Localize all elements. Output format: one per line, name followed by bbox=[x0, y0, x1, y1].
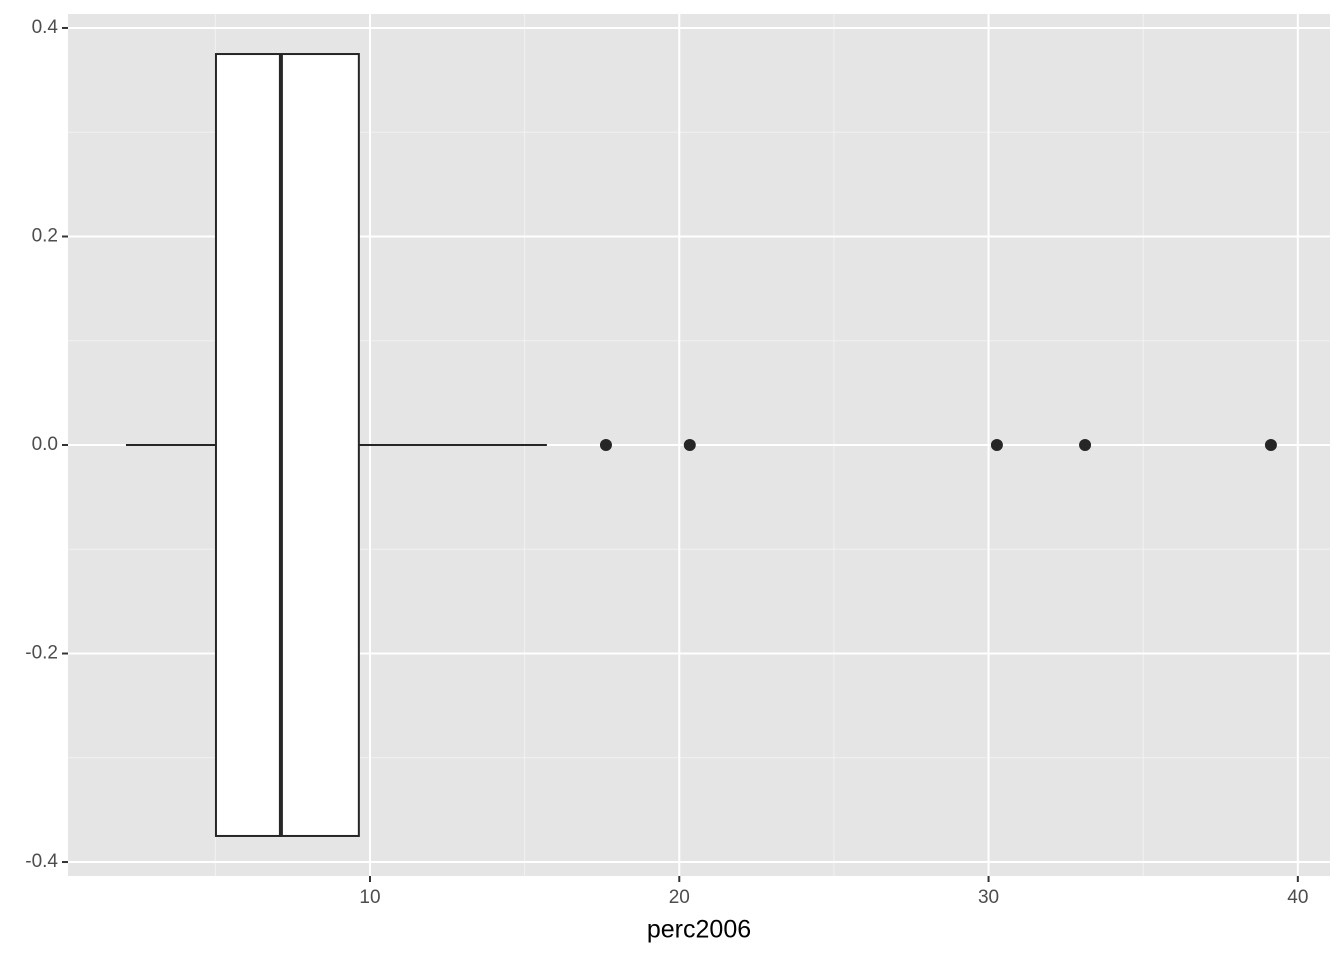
x-tick-label: 40 bbox=[1287, 887, 1308, 908]
y-tick-label: -0.2 bbox=[25, 643, 58, 664]
y-tick-label: -0.4 bbox=[25, 851, 58, 872]
outlier bbox=[599, 439, 612, 451]
y-tick-label: 0.2 bbox=[32, 226, 58, 247]
x-tick-label: 20 bbox=[669, 887, 690, 908]
outlier bbox=[1264, 439, 1277, 451]
y-tick-label: 0.0 bbox=[32, 434, 58, 455]
box bbox=[214, 53, 360, 837]
x-tick-label: 30 bbox=[978, 887, 999, 908]
outlier bbox=[990, 439, 1003, 451]
y-tick-label: 0.4 bbox=[32, 17, 59, 38]
outlier bbox=[1079, 439, 1092, 451]
x-tick-label: 10 bbox=[359, 887, 380, 908]
x-axis-title: perc2006 bbox=[647, 916, 751, 944]
outlier bbox=[683, 439, 696, 451]
